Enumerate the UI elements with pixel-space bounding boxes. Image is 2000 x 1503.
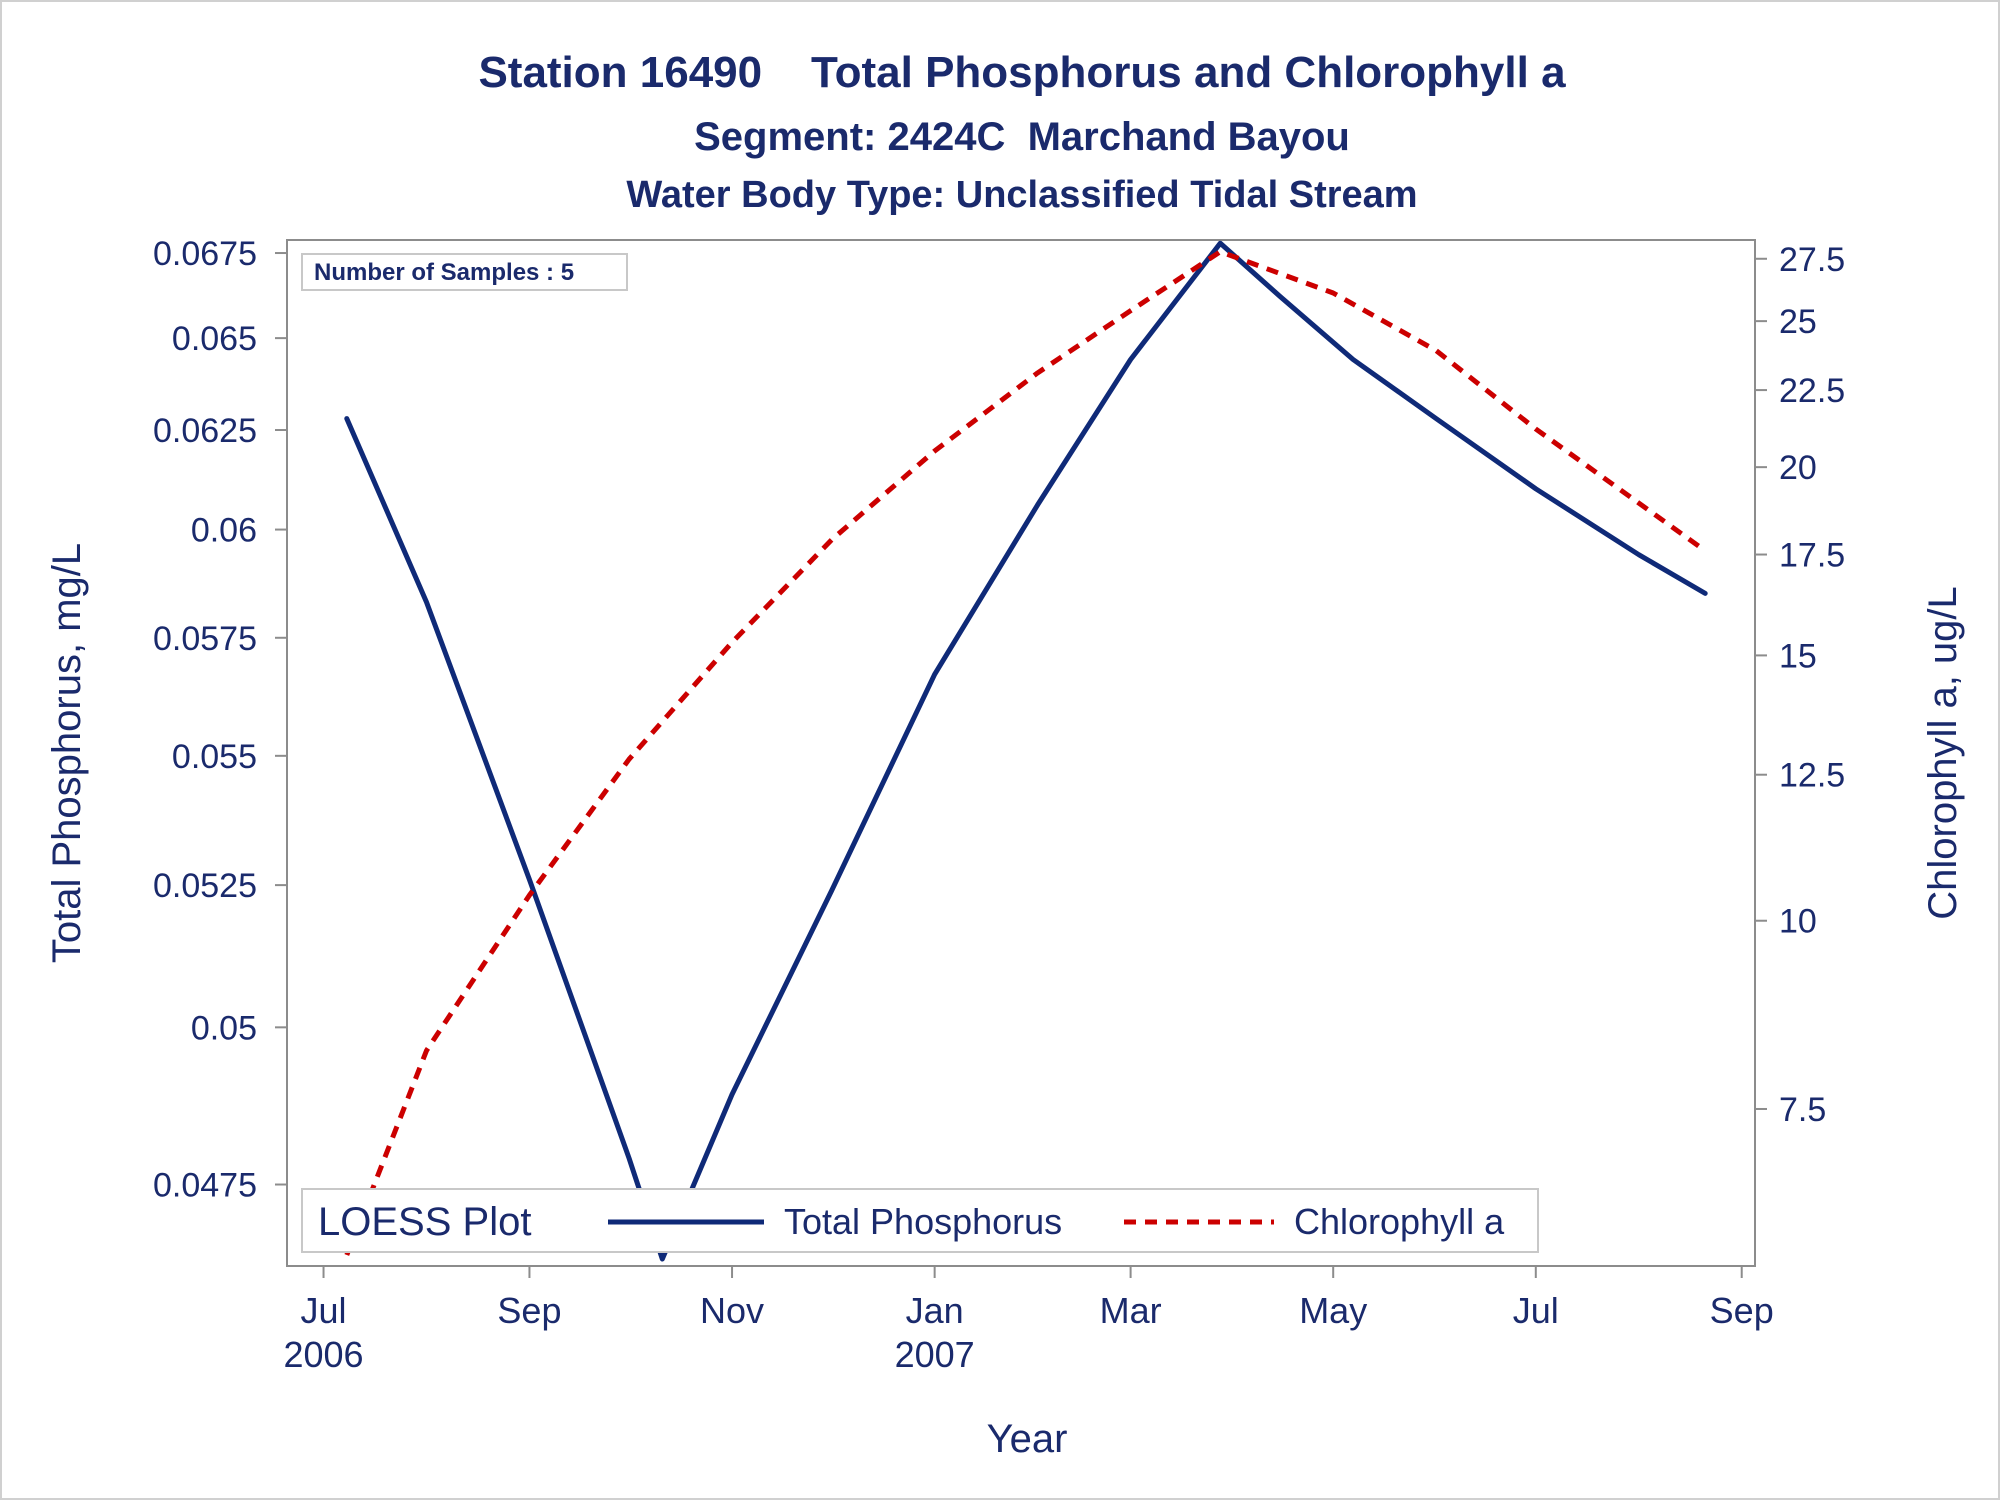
sample-count-inset: Number of Samples : 5 xyxy=(301,253,628,291)
y-right-tick-label: 27.5 xyxy=(1779,241,1845,279)
y-axis-left-label: Total Phosphorus, mg/L xyxy=(45,543,89,963)
x-axis-label: Year xyxy=(987,1417,1068,1461)
y-left-tick-label: 0.0675 xyxy=(153,235,257,273)
x-tick-label: Jan xyxy=(906,1290,964,1331)
legend-label-total-phosphorus: Total Phosphorus xyxy=(784,1201,1062,1242)
legend-box xyxy=(301,1188,1539,1253)
legend-label-chlorophyll-a: Chlorophyll a xyxy=(1294,1201,1505,1242)
x-tick-label: May xyxy=(1299,1290,1367,1331)
y-right-tick-label: 15 xyxy=(1779,637,1817,675)
y-axis-right: 7.5 10 12.5 15 17.5 20 22.5 25 27.5 xyxy=(1754,240,1845,1266)
y-left-tick-label: 0.0575 xyxy=(153,620,257,658)
chart-title: Station 16490 Total Phosphorus and Chlor… xyxy=(478,48,1566,97)
y-right-tick-label: 17.5 xyxy=(1779,537,1845,575)
y-axis-right-label: Chlorophyll a, ug/L xyxy=(1921,586,1965,920)
y-axis-left: 0.0475 0.05 0.0525 0.055 0.0575 0.06 0.0625 0.0… xyxy=(153,235,288,1266)
x-tick-label: Jul xyxy=(1513,1290,1559,1331)
legend: LOESS Plot Total Phosphorus Chlorophyll … xyxy=(301,1188,1539,1253)
chart-subtitle-water-body: Water Body Type: Unclassified Tidal Stre… xyxy=(626,174,1417,216)
x-tick-label: Jul xyxy=(301,1290,347,1331)
y-right-tick-label: 10 xyxy=(1779,903,1817,941)
y-right-tick-label: 20 xyxy=(1779,449,1817,487)
series-line-chlorophyll-a xyxy=(344,249,1707,1256)
y-left-tick-label: 0.055 xyxy=(172,738,257,776)
y-left-tick-label: 0.065 xyxy=(172,320,257,358)
x-tick-label: Sep xyxy=(1710,1290,1774,1331)
x-tick-label: Mar xyxy=(1100,1290,1162,1331)
legend-title: LOESS Plot xyxy=(318,1200,531,1244)
plot-area xyxy=(286,239,1756,1267)
x-tick-year-label: 2007 xyxy=(895,1334,975,1375)
y-right-tick-label: 22.5 xyxy=(1779,372,1845,410)
series-layer xyxy=(344,240,1708,1262)
sample-count-box xyxy=(301,253,628,291)
chart-subtitle: Segment: 2424C Marchand Bayou xyxy=(694,115,1350,159)
y-left-tick-label: 0.05 xyxy=(191,1009,257,1047)
x-tick-year-label: 2006 xyxy=(283,1334,363,1375)
y-left-tick-label: 0.06 xyxy=(191,512,257,550)
y-right-tick-label: 12.5 xyxy=(1779,757,1845,795)
y-left-tick-label: 0.0475 xyxy=(153,1167,257,1205)
x-tick-label: Nov xyxy=(700,1290,764,1331)
y-right-tick-label: 25 xyxy=(1779,303,1817,341)
y-left-tick-label: 0.0625 xyxy=(153,412,257,450)
series-line-total-phosphorus xyxy=(344,240,1708,1262)
x-tick-label: Sep xyxy=(497,1290,561,1331)
y-right-tick-label: 7.5 xyxy=(1779,1091,1826,1129)
sample-count-text: Number of Samples : 5 xyxy=(314,259,574,286)
y-left-tick-label: 0.0525 xyxy=(153,867,257,905)
